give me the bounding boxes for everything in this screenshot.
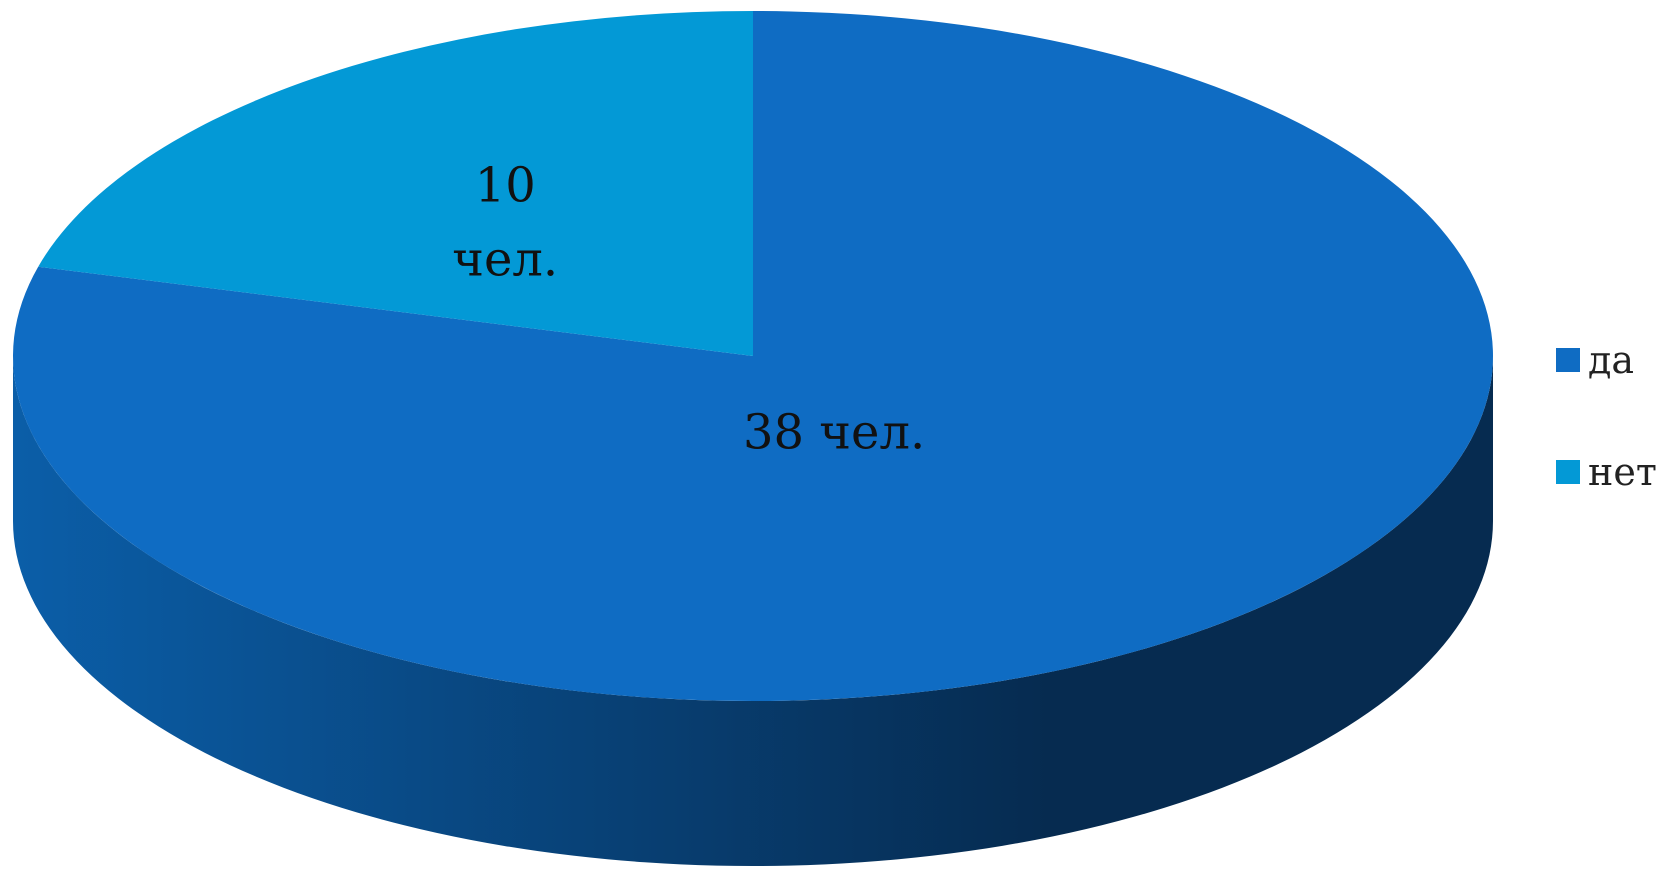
chart-legend: да нет — [1556, 338, 1676, 562]
legend-label-da: да — [1588, 338, 1635, 382]
data-label-da: 38 чел. — [743, 404, 925, 460]
legend-swatch-da — [1556, 348, 1580, 372]
data-label-net-unit: чел. — [452, 231, 558, 287]
slice-da[interactable] — [12, 11, 1493, 701]
slice-net[interactable] — [38, 11, 753, 356]
data-label-net-value: 10 — [475, 157, 536, 213]
legend-label-net: нет — [1588, 450, 1657, 494]
pie-side-wall — [13, 356, 1493, 866]
legend-item-da[interactable]: да — [1556, 338, 1676, 382]
legend-swatch-net — [1556, 460, 1580, 484]
legend-item-net[interactable]: нет — [1556, 450, 1676, 494]
